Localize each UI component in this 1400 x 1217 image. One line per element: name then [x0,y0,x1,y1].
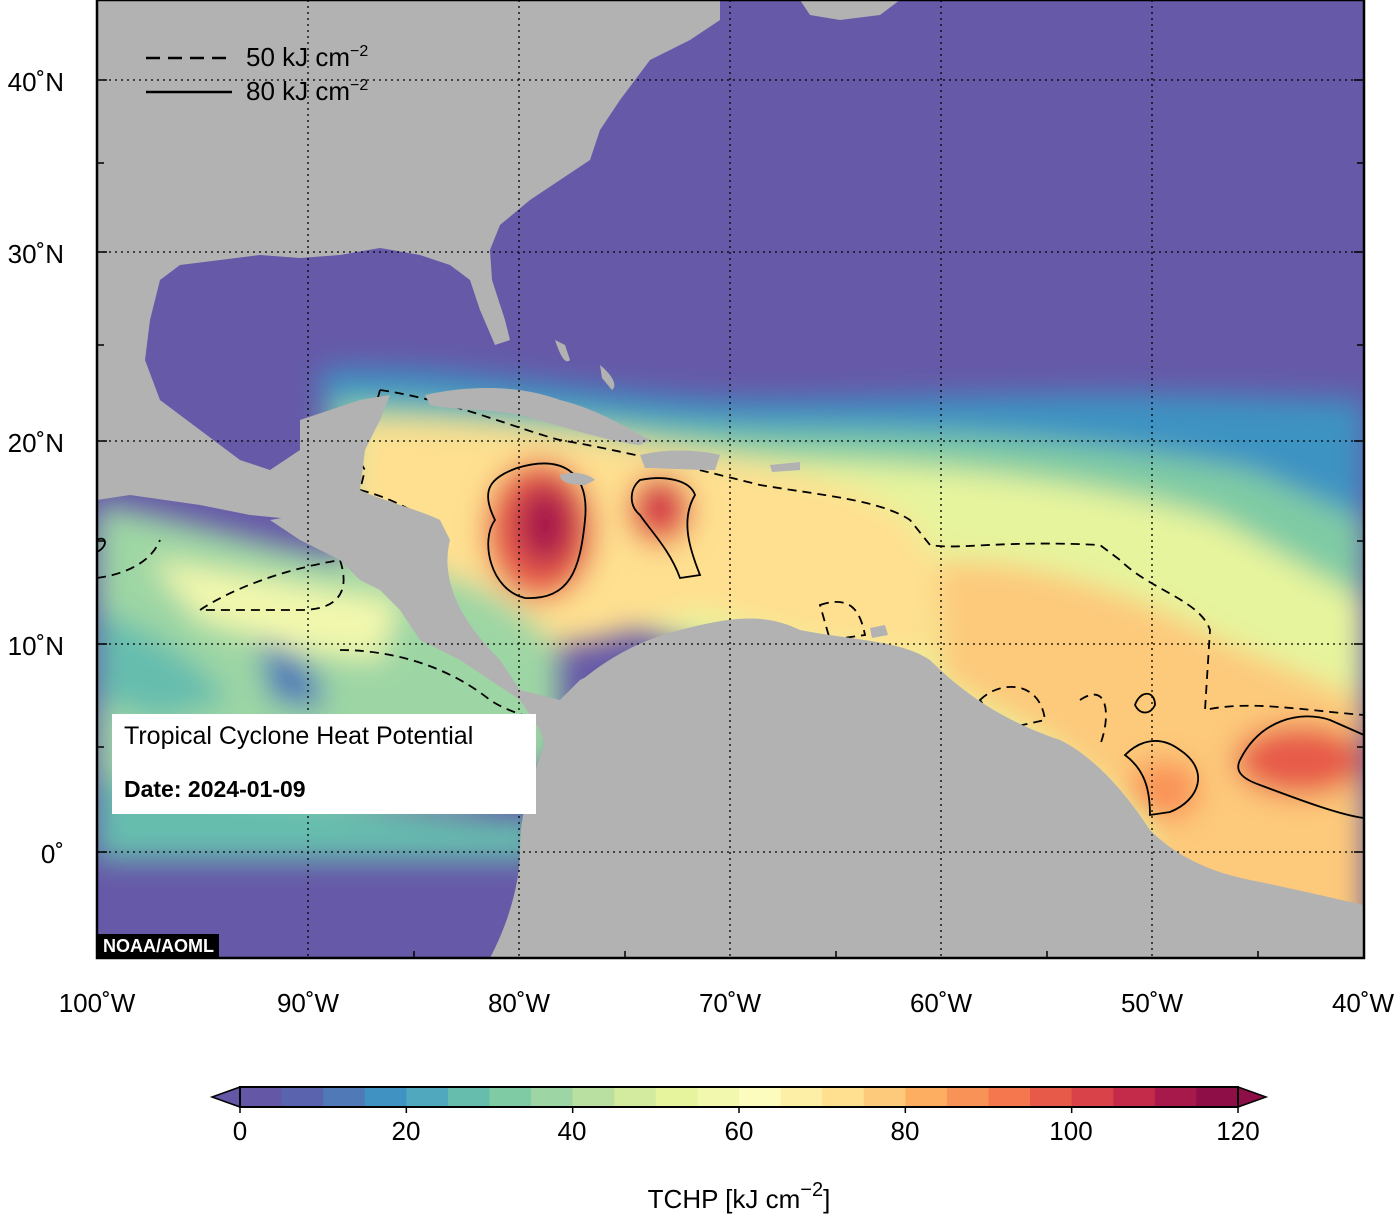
lat-tick-labels: 40˚N 30˚N 20˚N 10˚N 0˚ [8,67,64,869]
colorbar-tick-label: 0 [233,1116,247,1146]
map-date: Date: 2024-01-09 [124,776,306,802]
colorbar-tick-label: 60 [725,1116,754,1146]
colorbar-swatch [739,1087,782,1107]
title-box: Tropical Cyclone Heat Potential Date: 20… [112,714,536,814]
lat-tick-label: 20˚N [8,428,64,458]
map-area [97,0,1364,958]
colorbar-swatch [447,1087,490,1107]
colorbar-swatch [780,1087,823,1107]
colorbar-swatch [240,1087,283,1107]
map-frame [95,0,1366,960]
colorbar-swatch [822,1087,865,1107]
colorbar-swatch [1071,1087,1114,1107]
lon-tick-label: 100˚W [59,988,136,1018]
colorbar-swatch [531,1087,574,1107]
legend-dashed-label: 50 kJ cm−2 [246,42,368,72]
colorbar-tick-label: 20 [392,1116,421,1146]
colorbar-swatch [323,1087,366,1107]
land-masses [97,0,1364,958]
colorbar-tick-label: 40 [558,1116,587,1146]
lon-tick-label: 90˚W [277,988,340,1018]
colorbar-tick-label: 100 [1049,1116,1092,1146]
colorbar-max-arrow [1237,1085,1269,1109]
colorbar-swatch [863,1087,906,1107]
credit-label: NOAA/AOML [98,934,219,958]
lon-tick-labels: 100˚W 90˚W 80˚W 70˚W 60˚W 50˚W 40˚W [59,988,1395,1018]
lat-tick-label: 40˚N [8,67,64,97]
colorbar-swatch [572,1087,615,1107]
lat-tick-label: 30˚N [8,239,64,269]
legend-solid-label: 80 kJ cm−2 [246,76,368,106]
colorbar-swatch [946,1087,989,1107]
colorbar-ticks [239,1107,1239,1113]
colorbar-swatch [1030,1087,1073,1107]
colorbar: 0 20 40 60 80 100 120 TCHP [kJ cm−2] [209,1085,1269,1214]
lon-tick-label: 70˚W [699,988,762,1018]
colorbar-swatch [489,1087,532,1107]
colorbar-swatch [905,1087,948,1107]
lon-tick-label: 60˚W [910,988,973,1018]
lat-tick-label: 0˚ [41,839,64,869]
lat-tick-label: 10˚N [8,631,64,661]
colorbar-swatch [655,1087,698,1107]
lon-tick-label: 50˚W [1121,988,1184,1018]
colorbar-swatch [1154,1087,1197,1107]
colorbar-swatches [240,1087,1239,1107]
colorbar-swatch [614,1087,657,1107]
colorbar-swatch [281,1087,324,1107]
colorbar-swatch [1113,1087,1156,1107]
contour-legend: 50 kJ cm−2 80 kJ cm−2 [146,42,368,106]
colorbar-swatch [364,1087,407,1107]
map-title: Tropical Cyclone Heat Potential [124,722,474,750]
colorbar-tick-labels: 0 20 40 60 80 100 120 [233,1116,1260,1146]
lon-tick-label: 80˚W [488,988,551,1018]
colorbar-swatch [988,1087,1031,1107]
colorbar-swatch [1196,1087,1239,1107]
colorbar-swatch [697,1087,740,1107]
colorbar-min-arrow [209,1085,241,1109]
colorbar-tick-label: 80 [891,1116,920,1146]
colorbar-swatch [406,1087,449,1107]
colorbar-title: TCHP [kJ cm−2] [648,1179,831,1214]
colorbar-tick-label: 120 [1216,1116,1259,1146]
lon-tick-label: 40˚W [1332,988,1395,1018]
